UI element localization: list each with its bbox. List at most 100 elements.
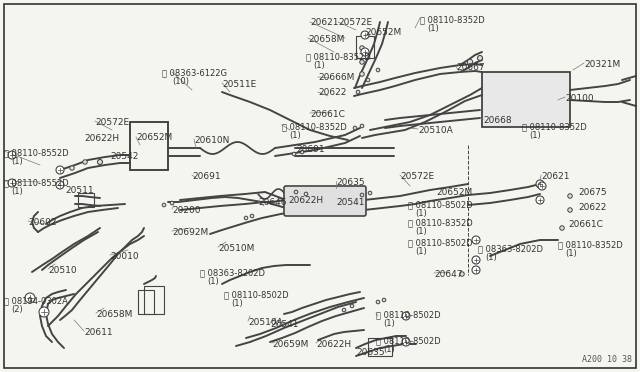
- Text: 20622H: 20622H: [288, 196, 323, 205]
- Text: 20010: 20010: [110, 252, 139, 261]
- Circle shape: [170, 201, 174, 205]
- Circle shape: [97, 160, 102, 164]
- Text: (1): (1): [313, 61, 324, 70]
- Bar: [368, 338, 392, 356]
- Text: 20658M: 20658M: [308, 35, 344, 44]
- Text: 20200: 20200: [172, 206, 200, 215]
- Text: 20510A: 20510A: [248, 318, 283, 327]
- Text: ⒱ 08110-8502D: ⒱ 08110-8502D: [376, 310, 440, 319]
- Text: 20667: 20667: [456, 63, 484, 72]
- Text: 20572E: 20572E: [95, 118, 129, 127]
- Circle shape: [460, 272, 464, 276]
- Circle shape: [294, 190, 298, 194]
- Text: 20622H: 20622H: [84, 134, 119, 143]
- Circle shape: [472, 236, 480, 244]
- Circle shape: [8, 179, 16, 187]
- Circle shape: [56, 166, 64, 174]
- Text: Ⓢ 08363-8202D: Ⓢ 08363-8202D: [200, 268, 265, 277]
- Circle shape: [376, 300, 380, 304]
- Circle shape: [342, 308, 346, 312]
- Text: 20610N: 20610N: [194, 136, 229, 145]
- Text: (1): (1): [383, 319, 395, 328]
- Bar: [144, 286, 164, 314]
- Bar: [356, 36, 374, 58]
- Text: 20661C: 20661C: [568, 220, 603, 229]
- Text: (1): (1): [415, 247, 427, 256]
- Text: (1): (1): [383, 345, 395, 354]
- Text: (1): (1): [529, 131, 541, 140]
- Text: ⒱ 08110-8352D: ⒱ 08110-8352D: [420, 15, 484, 24]
- Text: 20511: 20511: [65, 186, 93, 195]
- Text: 20541: 20541: [336, 198, 365, 207]
- Circle shape: [472, 256, 480, 264]
- Text: ⒱ 08110-8552D: ⒱ 08110-8552D: [4, 148, 68, 157]
- Text: ⒱ 08110-8502D: ⒱ 08110-8502D: [376, 336, 440, 345]
- Circle shape: [39, 307, 49, 317]
- Circle shape: [568, 208, 572, 212]
- Text: 20658M: 20658M: [96, 310, 132, 319]
- Bar: [482, 72, 570, 127]
- Text: ⒱ 08110-8352D: ⒱ 08110-8352D: [522, 122, 587, 131]
- Text: A200 10 38: A200 10 38: [582, 355, 632, 364]
- Text: 20646: 20646: [258, 198, 287, 207]
- Text: 20510: 20510: [48, 266, 77, 275]
- Text: 20652M: 20652M: [436, 188, 472, 197]
- Circle shape: [467, 59, 473, 65]
- Text: 20691: 20691: [296, 145, 324, 154]
- Text: 20652M: 20652M: [136, 133, 172, 142]
- Text: 20321M: 20321M: [584, 60, 620, 69]
- Text: (2): (2): [11, 305, 23, 314]
- Circle shape: [360, 72, 364, 76]
- Text: (10): (10): [172, 77, 189, 86]
- Text: 20510M: 20510M: [218, 244, 254, 253]
- Text: 20635: 20635: [356, 348, 385, 357]
- Circle shape: [300, 150, 304, 154]
- Circle shape: [250, 214, 254, 218]
- Text: (1): (1): [207, 277, 219, 286]
- Text: 20668: 20668: [483, 116, 511, 125]
- Text: 20602: 20602: [28, 218, 56, 227]
- Circle shape: [360, 60, 364, 64]
- Text: Ⓢ 08363-8202D: Ⓢ 08363-8202D: [478, 244, 543, 253]
- Text: 20659M: 20659M: [272, 340, 308, 349]
- Text: (1): (1): [11, 187, 23, 196]
- Circle shape: [536, 180, 544, 188]
- Text: ⒱ 08110-8352D: ⒱ 08110-8352D: [558, 240, 623, 249]
- Text: 20572E: 20572E: [400, 172, 434, 181]
- Circle shape: [353, 126, 357, 130]
- Text: 20661C: 20661C: [310, 110, 345, 119]
- Text: 20572E: 20572E: [338, 18, 372, 27]
- Circle shape: [402, 338, 410, 346]
- Text: (1): (1): [231, 299, 243, 308]
- Circle shape: [244, 216, 248, 220]
- Circle shape: [360, 193, 364, 197]
- Text: 20100: 20100: [565, 94, 594, 103]
- Text: 20622: 20622: [578, 203, 606, 212]
- Circle shape: [162, 203, 166, 207]
- Text: Ⓢ 08363-6122G: Ⓢ 08363-6122G: [162, 68, 227, 77]
- Text: 20611: 20611: [84, 328, 113, 337]
- Text: 20541: 20541: [270, 320, 298, 329]
- Circle shape: [472, 266, 480, 274]
- Text: (1): (1): [11, 157, 23, 166]
- Circle shape: [477, 55, 483, 61]
- Circle shape: [304, 192, 308, 196]
- Circle shape: [361, 31, 369, 39]
- Text: 20691: 20691: [192, 172, 221, 181]
- Circle shape: [361, 48, 369, 56]
- Text: (1): (1): [427, 24, 439, 33]
- Circle shape: [560, 226, 564, 230]
- Text: 20666M: 20666M: [318, 73, 355, 82]
- Text: (1): (1): [565, 249, 577, 258]
- Text: 20510A: 20510A: [418, 126, 452, 135]
- Text: 20635: 20635: [336, 178, 365, 187]
- Circle shape: [25, 293, 35, 303]
- Text: (1): (1): [415, 227, 427, 236]
- Circle shape: [568, 194, 572, 198]
- Circle shape: [70, 166, 74, 170]
- Text: ⒱ 08110-8502D: ⒱ 08110-8502D: [224, 290, 289, 299]
- Text: 20621: 20621: [310, 18, 339, 27]
- Circle shape: [382, 298, 386, 302]
- Text: 20647: 20647: [434, 270, 463, 279]
- Circle shape: [360, 124, 364, 128]
